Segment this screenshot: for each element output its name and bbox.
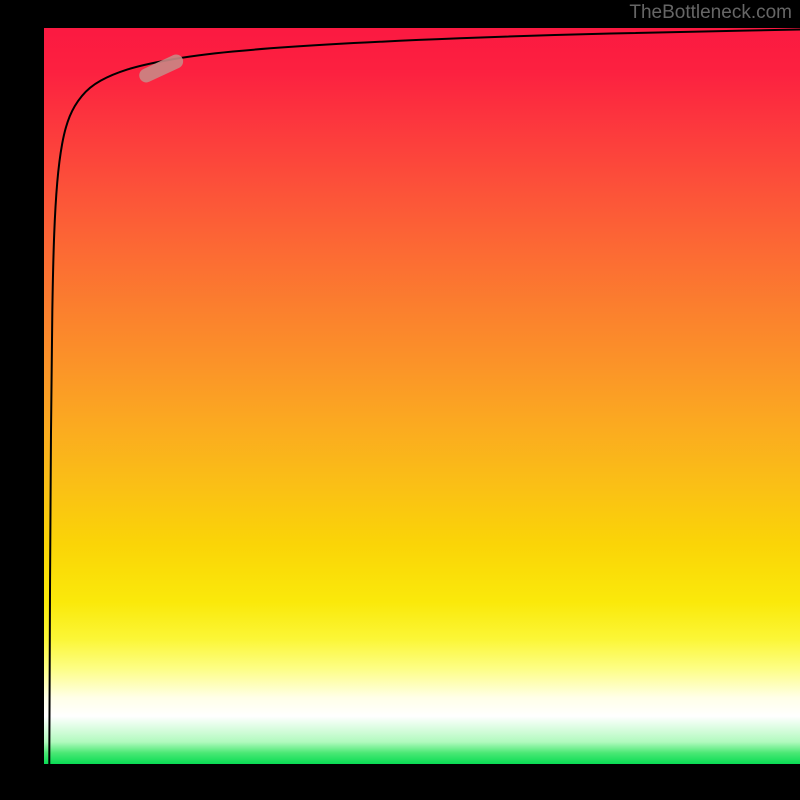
attribution-text: TheBottleneck.com xyxy=(629,2,792,24)
curve-line xyxy=(49,29,800,764)
plot-svg xyxy=(44,28,800,764)
gradient-background xyxy=(44,28,800,764)
highlight-marker xyxy=(137,52,186,85)
plot-area xyxy=(44,28,800,764)
figure-root: TheBottleneck.com xyxy=(0,0,800,800)
